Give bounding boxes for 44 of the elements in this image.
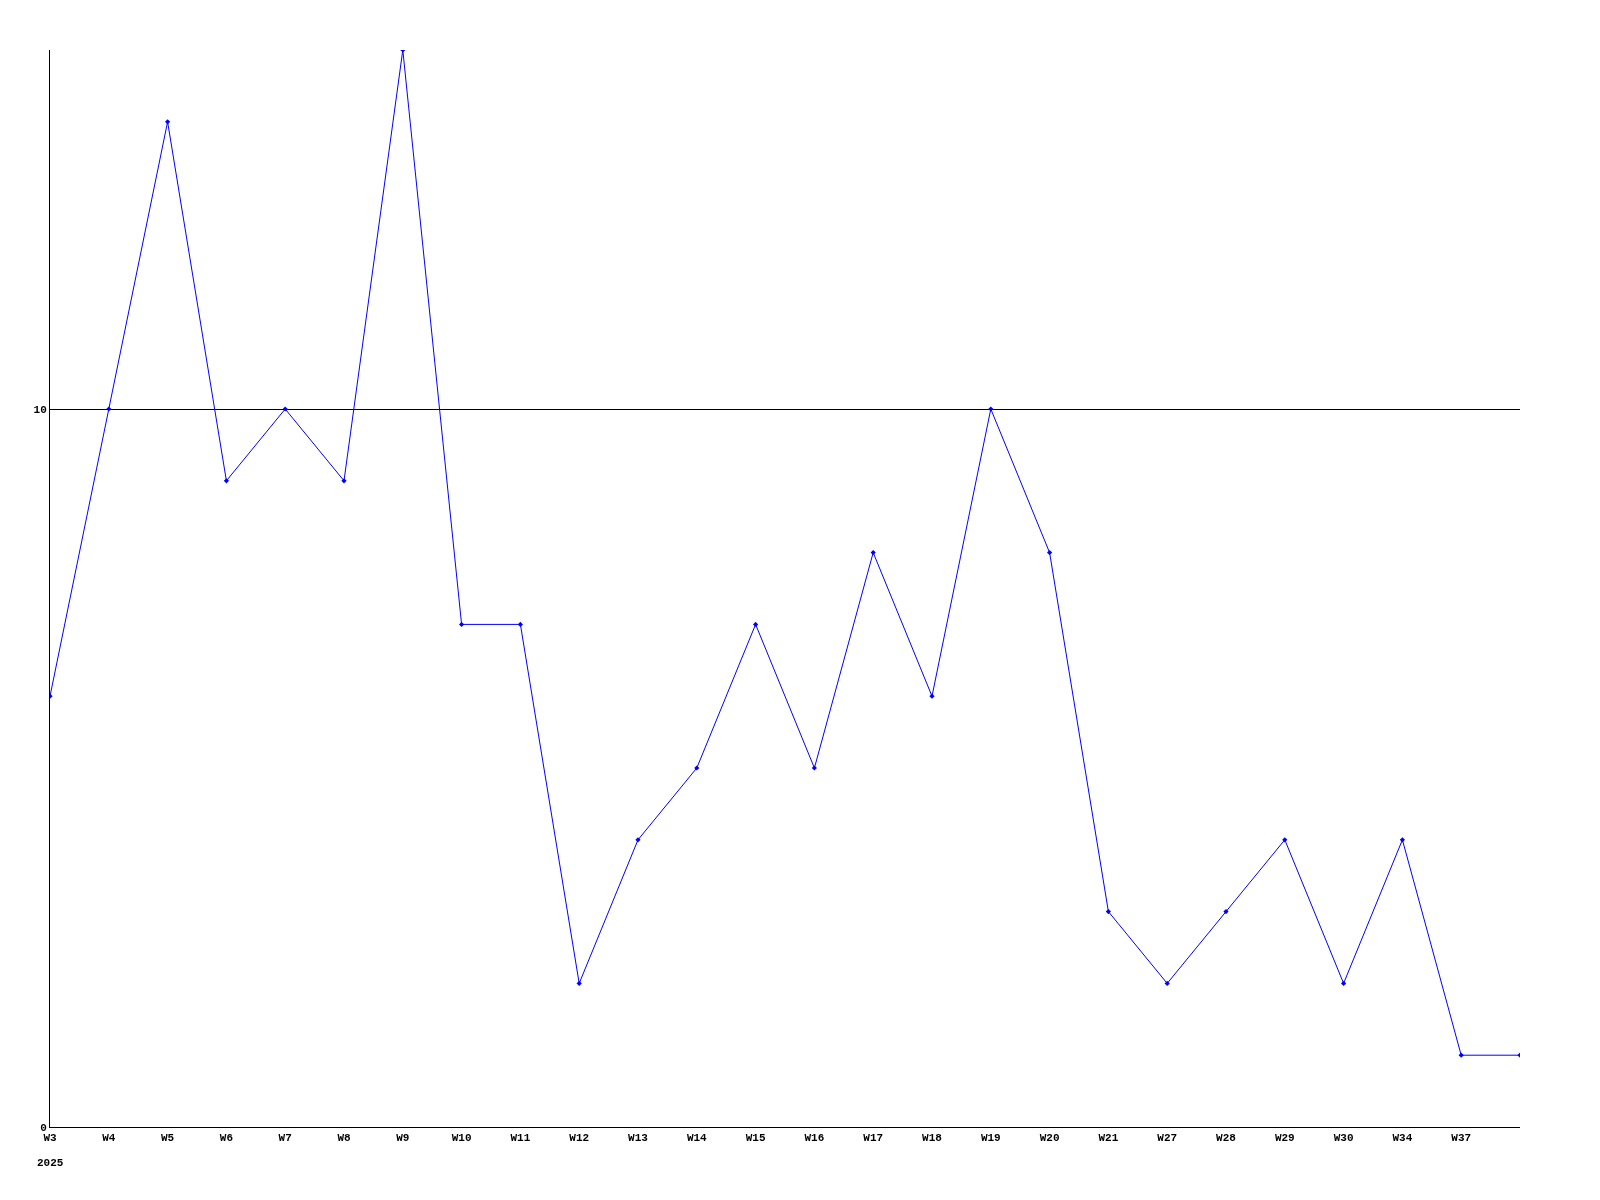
x-tick-label: W9 <box>396 1132 410 1145</box>
x-tick-label: W29 <box>1274 1132 1295 1145</box>
x-tick-label: W3 <box>43 1132 57 1145</box>
x-tick-label: W6 <box>219 1132 233 1145</box>
x-tick-label: W5 <box>161 1132 175 1145</box>
point <box>1105 909 1111 915</box>
text: 2025 <box>37 1157 64 1169</box>
y-tick-label: 0 <box>40 1121 47 1134</box>
x-tick-label: W16 <box>804 1132 825 1145</box>
x-tick-label: W14 <box>686 1132 708 1145</box>
line-series <box>50 50 1520 1058</box>
point <box>1164 980 1170 986</box>
x-tick-label: W34 <box>1392 1132 1413 1145</box>
x-tick-label: W13 <box>628 1132 649 1145</box>
x-tick-label: W4 <box>102 1132 116 1145</box>
x-tick-label: W27 <box>1157 1132 1178 1145</box>
y-tick-label: 10 <box>33 403 47 416</box>
x-tick-label: W37 <box>1451 1132 1472 1145</box>
x-tick-label: W18 <box>922 1132 943 1145</box>
x-tick-label: W10 <box>451 1132 472 1145</box>
point <box>753 621 759 627</box>
point <box>870 550 876 556</box>
x-tick-label: W7 <box>278 1132 292 1145</box>
x-tick-label: W11 <box>510 1132 531 1145</box>
point <box>459 621 465 627</box>
x-tick-label: W8 <box>337 1132 351 1145</box>
point <box>1223 909 1229 915</box>
x-tick-label: W15 <box>745 1132 766 1145</box>
point <box>1341 980 1347 986</box>
x-tick-label: W12 <box>569 1132 590 1145</box>
point <box>1282 837 1288 843</box>
point <box>576 980 582 986</box>
x-tick-label: W19 <box>980 1132 1001 1145</box>
x-tick-label: W28 <box>1216 1132 1237 1145</box>
point <box>165 119 171 125</box>
x-tick-label: W20 <box>1039 1132 1060 1145</box>
point <box>517 621 523 627</box>
point <box>1047 550 1053 556</box>
x-tick-label: W30 <box>1333 1132 1354 1145</box>
point <box>1399 837 1405 843</box>
x-tick-label: W17 <box>863 1132 884 1145</box>
x-tick-label: W21 <box>1098 1132 1119 1145</box>
point <box>811 765 817 771</box>
point <box>223 478 229 484</box>
